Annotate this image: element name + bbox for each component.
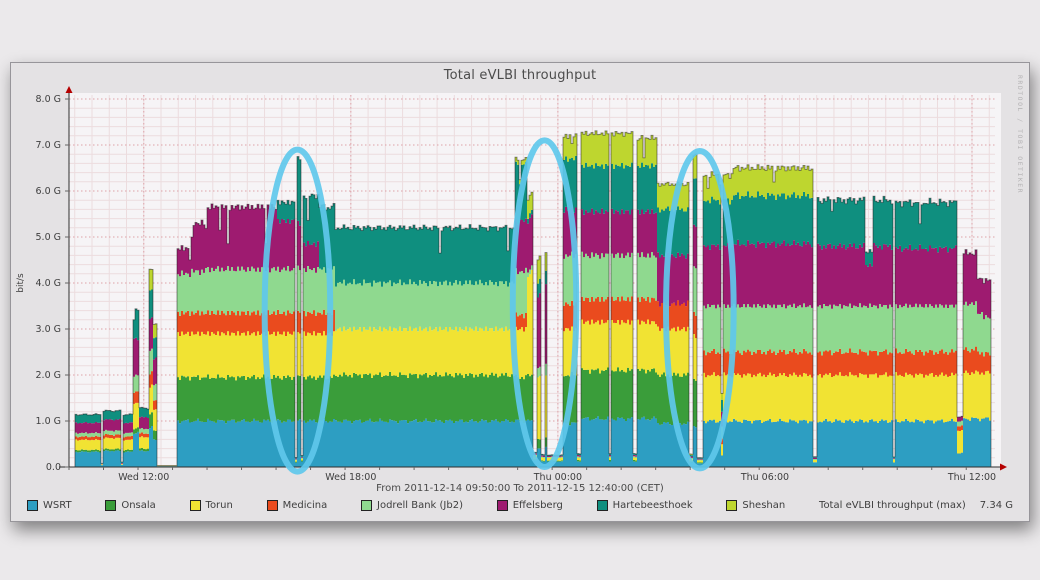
y-tick-label: 1.0 G [36,416,62,427]
legend-item-medicina: Medicina [266,500,328,511]
y-tick-label: 3.0 G [36,324,62,335]
legend-label: Effelsberg [512,500,563,511]
series-area-jodrell-bank-jb2- [69,251,995,467]
series-area-onsala [69,367,995,467]
legend-swatch [726,500,738,511]
series-area-hartebeesthoek [69,155,995,467]
x-axis-arrow [1000,463,1007,471]
legend-label: Jodrell Bank (Jb2) [377,500,463,511]
legend-item-onsala: Onsala [105,500,156,511]
x-tick-label: Thu 06:00 [740,472,789,483]
y-tick-label: 8.0 G [36,94,62,105]
y-axis-title: bit/s [16,273,26,293]
x-tick-label: Thu 12:00 [947,472,996,483]
x-tick-label: Thu 00:00 [533,472,582,483]
legend-label: WSRT [43,500,72,511]
series-area-medicina [69,269,995,467]
highlight-ellipse [663,147,737,472]
legend-item-sheshan: Sheshan [726,500,785,511]
x-tick-label: Wed 12:00 [118,472,169,483]
axis-labels: 0.0 1.0 G 2.0 G 3.0 G 4.0 G 5.0 G 6.0 G 7.0 G 8.… [16,94,996,483]
legend-item-effelsberg: Effelsberg [496,500,563,511]
legend-swatch [105,500,117,511]
series-area-effelsberg [69,203,995,467]
legend-label: Hartebeesthoek [612,500,693,511]
max-throughput-label: Total eVLBI throughput (max) [819,500,966,511]
legend-item-wsrt: WSRT [27,500,72,511]
legend-swatch [266,500,278,511]
y-axis-arrow [65,86,73,93]
series-area-torun [69,269,995,467]
legend-item-jodrell-bank-jb2-: Jodrell Bank (Jb2) [361,500,463,511]
highlight-ellipse [509,137,580,470]
throughput-stacked-area-chart: 0.0 1.0 G 2.0 G 3.0 G 4.0 G 5.0 G 6.0 G 7.0 G 8.… [16,86,1007,483]
max-throughput: Total eVLBI throughput (max) 7.34 G [819,500,1013,511]
series-area-wsrt [69,416,995,467]
legend-label: Sheshan [742,500,786,511]
legend-label: Torun [205,500,233,511]
legend-item-hartebeesthoek: Hartebeesthoek [596,500,693,511]
chart-title: Total eVLBI throughput [443,68,597,83]
y-tick-label: 5.0 G [36,232,62,243]
y-tick-label: 0.0 [46,462,61,473]
legend-label: Onsala [121,500,156,511]
max-throughput-value: 7.34 G [979,500,1013,511]
legend-label: Medicina [282,500,328,511]
y-tick-label: 4.0 G [36,278,62,289]
annotations [261,137,737,475]
y-tick-label: 6.0 G [36,186,62,197]
stacked-areas [69,130,995,468]
legend-item-torun: Torun [189,500,233,511]
legend: WSRT Onsala Torun Medicina Jodrell Bank (Jb2… [11,500,1029,511]
stack-top-outline [69,130,995,468]
legend-swatch [27,500,38,511]
y-tick-label: 7.0 G [36,140,62,151]
legend-swatch [596,500,608,511]
x-tick-label: Wed 18:00 [325,472,376,483]
legend-swatch [496,500,508,511]
legend-swatch [189,500,201,511]
axes [59,86,1007,471]
rrdtool-graph-panel: Total eVLBI throughput 0.0 1.0 G 2.0 G 3.0 … [10,62,1030,522]
y-tick-label: 2.0 G [36,370,62,381]
time-range-label: From 2011-12-14 09:50:00 To 2011-12-15 1… [376,483,664,494]
series-area-sheshan [69,130,995,467]
legend-swatch [361,500,373,511]
rrdtool-credit: RRDTOOL / TOBI OETIKER [1016,75,1024,195]
highlight-ellipse [261,146,334,475]
